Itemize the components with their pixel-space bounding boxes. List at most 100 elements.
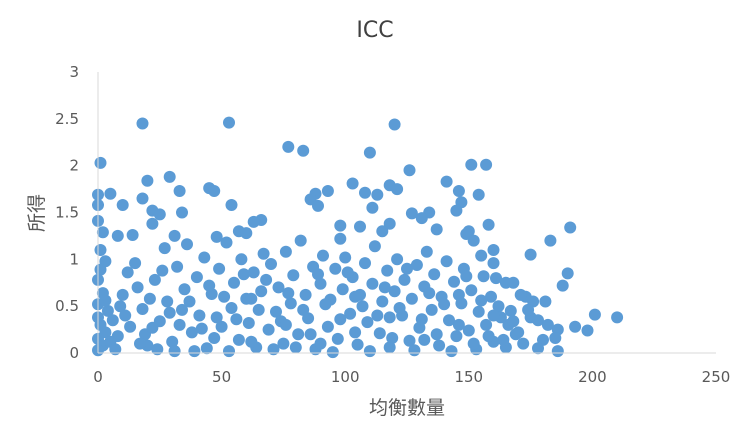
data-point <box>480 158 493 171</box>
data-point <box>403 334 416 347</box>
data-point <box>208 332 221 344</box>
data-point <box>462 324 475 337</box>
data-point <box>314 277 327 290</box>
data-point <box>522 303 535 316</box>
data-point <box>472 305 485 318</box>
data-point <box>292 328 305 341</box>
data-point <box>210 230 223 243</box>
data-point <box>359 257 371 270</box>
data-point <box>450 330 463 343</box>
data-point <box>366 201 379 214</box>
y-tick-label: 0.5 <box>55 297 79 315</box>
data-point <box>282 287 295 300</box>
data-point <box>218 290 231 303</box>
data-point <box>507 315 520 328</box>
data-point <box>507 276 520 289</box>
data-point <box>336 283 349 296</box>
data-point <box>111 229 124 242</box>
data-point <box>252 303 265 316</box>
data-point <box>185 326 198 339</box>
data-point <box>569 320 582 333</box>
data-point <box>331 332 344 345</box>
data-point <box>136 303 149 315</box>
data-point <box>232 333 245 346</box>
data-point <box>181 238 193 251</box>
data-point <box>94 156 107 169</box>
data-point <box>480 318 493 331</box>
x-axis-label: 均衡數量 <box>369 397 445 419</box>
data-point <box>114 300 127 313</box>
data-point <box>349 290 362 303</box>
data-point <box>376 295 389 308</box>
data-point <box>482 218 495 231</box>
data-point <box>225 199 238 211</box>
data-point <box>126 229 139 241</box>
data-point <box>356 300 369 313</box>
data-point <box>398 273 411 286</box>
data-point <box>415 212 428 225</box>
data-point <box>116 199 129 211</box>
data-point <box>235 253 248 266</box>
data-point <box>270 305 282 318</box>
data-point <box>143 292 156 305</box>
data-point <box>524 248 537 261</box>
data-point <box>448 275 460 288</box>
data-point <box>329 262 342 275</box>
data-point <box>195 322 208 335</box>
data-point <box>425 303 438 316</box>
data-point <box>193 309 206 322</box>
data-point <box>304 328 317 341</box>
data-point <box>467 234 480 247</box>
data-point <box>564 221 577 234</box>
data-point <box>171 260 184 273</box>
data-point <box>452 288 465 301</box>
data-point <box>388 118 401 131</box>
data-point <box>430 223 443 236</box>
data-point <box>363 345 376 358</box>
data-point <box>460 270 473 283</box>
data-point <box>339 251 352 264</box>
y-axis-label: 所得 <box>26 194 48 232</box>
data-point <box>257 247 270 260</box>
data-point <box>490 272 502 285</box>
data-point <box>334 219 347 232</box>
data-point <box>532 314 544 327</box>
data-point <box>220 236 233 249</box>
data-point <box>297 144 310 157</box>
data-point <box>514 288 527 301</box>
data-point <box>109 343 122 356</box>
data-point <box>371 309 384 322</box>
data-point <box>403 164 416 177</box>
data-point <box>351 338 364 351</box>
data-point <box>359 186 371 199</box>
y-tick-label: 2.5 <box>55 110 79 128</box>
data-point <box>163 170 176 183</box>
data-point <box>334 232 347 245</box>
data-point <box>373 327 386 340</box>
data-point <box>556 279 569 292</box>
data-point <box>401 262 413 275</box>
data-point <box>388 285 401 298</box>
data-point <box>215 320 228 333</box>
data-point <box>240 227 253 240</box>
data-point <box>282 140 295 153</box>
data-point <box>203 279 216 292</box>
data-point <box>321 320 334 333</box>
data-point <box>223 345 235 358</box>
data-point <box>104 187 117 200</box>
data-point <box>433 339 446 352</box>
data-point <box>287 269 300 282</box>
data-point <box>415 313 428 326</box>
data-point <box>341 266 354 279</box>
data-point <box>319 298 332 311</box>
data-point <box>539 295 552 308</box>
data-point <box>210 311 223 324</box>
data-point <box>408 344 421 357</box>
data-point <box>297 303 310 316</box>
data-point <box>383 311 396 324</box>
data-point <box>588 308 601 321</box>
data-point <box>487 257 500 270</box>
data-point <box>467 337 480 350</box>
data-point <box>284 297 297 310</box>
